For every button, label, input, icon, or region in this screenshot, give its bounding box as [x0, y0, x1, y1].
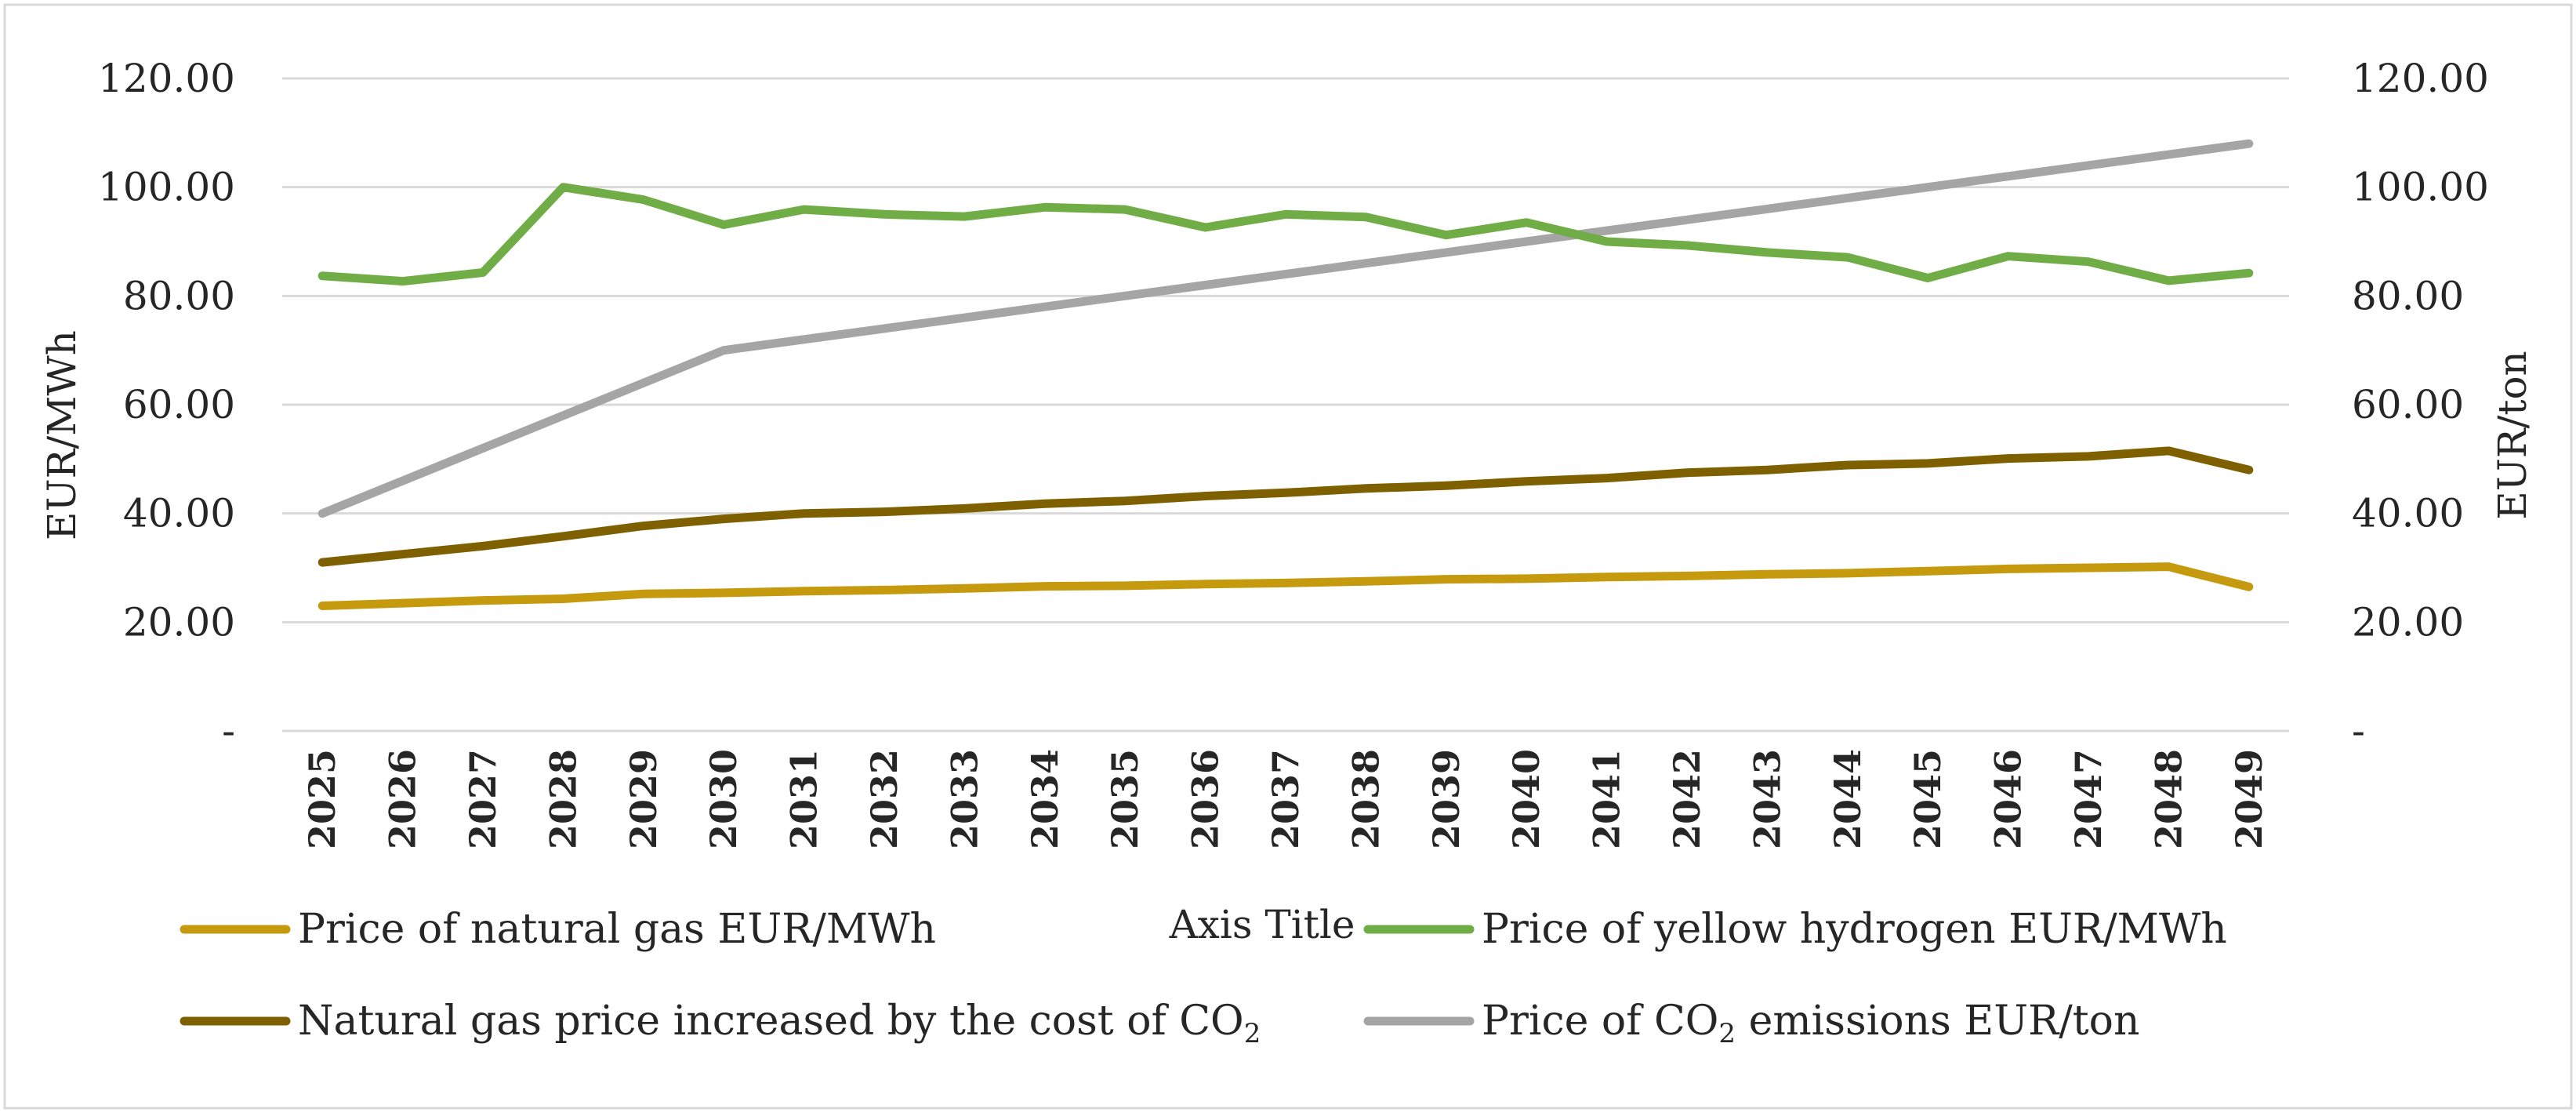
x-tick-label: 2042: [1666, 749, 1708, 849]
x-tick-label: 2037: [1264, 749, 1307, 849]
legend-item: Price of natural gas EUR/MWh: [180, 906, 936, 953]
legend: Price of natural gas EUR/MWh Price of yel…: [180, 906, 2227, 1049]
left-tick-label: 20.00: [123, 599, 235, 645]
right-tick-label: 80.00: [2352, 273, 2464, 318]
left-tick-label: 60.00: [123, 382, 235, 427]
left-tick-label: 120.00: [98, 56, 235, 101]
legend-item: Price of CO2 emissions EUR/ton: [1363, 998, 2139, 1049]
x-tick-label: 2033: [943, 749, 985, 849]
x-tick-label: 2038: [1344, 749, 1387, 849]
series-line-0: [317, 562, 2254, 610]
legend-label: Price of yellow hydrogen EUR/MWh: [1482, 906, 2227, 953]
chart-border: [3, 3, 2573, 1110]
right-axis-title: EUR/ton: [2490, 351, 2535, 520]
x-tick-label: 2029: [622, 749, 665, 849]
legend-label: Natural gas price increased by the cost …: [298, 998, 1261, 1049]
right-axis-ticks: - 20.00 40.00 60.00 80.00 100.00 120.00: [2352, 56, 2489, 754]
x-tick-label: 2035: [1104, 749, 1146, 849]
x-axis-ticks: 2025 2026 2027 2028 2029 2030 2031 2032 2033 2034…: [301, 749, 2270, 849]
right-tick-label: -: [2352, 708, 2365, 754]
series-lines: [317, 139, 2254, 610]
x-tick-label: 2026: [382, 749, 424, 849]
x-tick-label: 2041: [1586, 749, 1628, 849]
x-tick-label: 2031: [783, 749, 825, 849]
legend-item: Price of yellow hydrogen EUR/MWh: [1363, 906, 2227, 953]
x-tick-label: 2030: [702, 749, 745, 849]
x-tick-label: 2028: [542, 749, 584, 849]
right-tick-label: 40.00: [2352, 491, 2464, 536]
left-axis-ticks: - 20.00 40.00 60.00 80.00 100.00 120.00: [98, 56, 235, 754]
x-tick-label: 2036: [1185, 749, 1227, 849]
x-tick-label: 2044: [1827, 749, 1869, 849]
series-line-2: [317, 446, 2254, 567]
right-tick-label: 100.00: [2352, 165, 2489, 210]
x-tick-label: 2049: [2228, 749, 2270, 849]
left-tick-label: 40.00: [123, 491, 235, 536]
x-tick-label: 2045: [1907, 749, 1949, 849]
left-axis-title: EUR/MWh: [39, 330, 85, 540]
right-tick-label: 20.00: [2352, 599, 2464, 645]
left-tick-label: -: [222, 708, 235, 754]
x-tick-label: 2040: [1505, 749, 1547, 849]
x-tick-label: 2043: [1746, 749, 1788, 849]
left-tick-label: 80.00: [123, 273, 235, 318]
x-tick-label: 2039: [1425, 749, 1468, 849]
series-line-3: [317, 139, 2254, 518]
left-tick-label: 100.00: [98, 165, 235, 210]
x-tick-label: 2027: [462, 749, 504, 849]
legend-item: Natural gas price increased by the cost …: [180, 998, 1261, 1049]
x-tick-label: 2048: [2147, 749, 2190, 849]
x-tick-label: 2047: [2067, 749, 2110, 849]
x-tick-label: 2034: [1024, 749, 1066, 849]
x-tick-label: 2025: [301, 749, 343, 849]
x-tick-label: 2032: [863, 749, 905, 849]
legend-label: Price of natural gas EUR/MWh: [298, 906, 936, 953]
x-tick-label: 2046: [1987, 749, 2030, 849]
right-tick-label: 60.00: [2352, 382, 2464, 427]
x-axis-title: Axis Title: [1169, 902, 1355, 947]
right-tick-label: 120.00: [2352, 56, 2489, 101]
series-line-1: [317, 183, 2254, 286]
legend-label: Price of CO2 emissions EUR/ton: [1482, 998, 2139, 1049]
